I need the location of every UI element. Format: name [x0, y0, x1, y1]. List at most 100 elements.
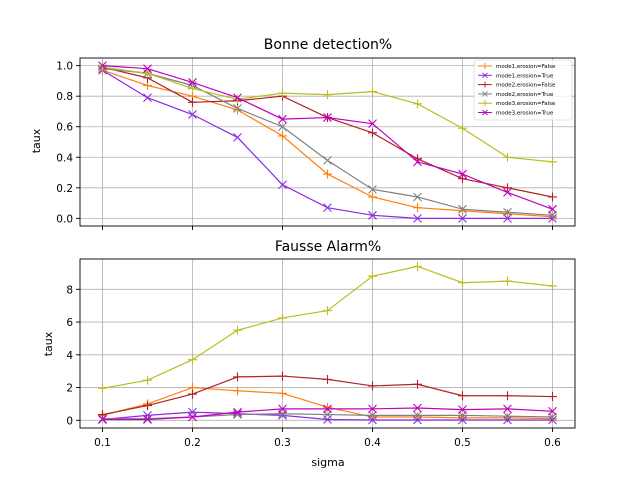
false-alarm-xtick-label-4: 0.5 [454, 437, 471, 449]
detection-point-mode2-erosion-false-10 [548, 192, 557, 202]
detection-point-mode3-erosion-false-4 [278, 88, 287, 98]
detection-point-mode3-erosion-true-1 [143, 64, 152, 74]
detection-point-mode1-erosion-false-1 [143, 80, 152, 90]
detection-point-mode3-erosion-false-7 [413, 99, 422, 109]
false-alarm-point-mode3-erosion-true-6 [368, 404, 377, 414]
detection-ytick-label-5: 1.0 [56, 61, 73, 73]
detection-point-mode3-erosion-false-6 [368, 87, 377, 97]
false-alarm-point-mode3-erosion-true-1 [143, 415, 152, 424]
false-alarm-point-mode2-erosion-false-0 [98, 410, 107, 420]
detection-point-mode3-erosion-true-8 [458, 169, 467, 179]
false-alarm-point-mode3-erosion-false-5 [323, 306, 332, 316]
false-alarm-point-mode2-erosion-false-4 [278, 371, 287, 381]
detection-point-mode2-erosion-true-7 [413, 192, 422, 202]
false-alarm-xtick-label-0: 0.1 [94, 437, 111, 449]
false-alarm-point-mode3-erosion-true-7 [413, 403, 422, 413]
false-alarm-point-mode2-erosion-false-6 [368, 381, 377, 391]
detection-point-mode2-erosion-false-8 [458, 174, 467, 184]
false-alarm-point-mode1-erosion-false-9 [503, 413, 512, 423]
detection-point-mode3-erosion-false-1 [143, 68, 152, 78]
detection-point-mode3-erosion-false-5 [323, 90, 332, 100]
detection-point-mode1-erosion-false-4 [278, 131, 287, 141]
detection-point-mode2-erosion-false-6 [368, 128, 377, 138]
false-alarm-point-mode3-erosion-true-10 [548, 406, 557, 416]
detection-point-mode1-erosion-false-10 [548, 212, 557, 222]
false-alarm-chart-title: Fausse Alarm% [275, 239, 381, 255]
detection-ytick-label-3: 0.6 [56, 122, 73, 134]
detection-ticks: 0.0 0.2 0.4 0.6 0.8 1.0 [56, 61, 553, 230]
detection-point-mode1-erosion-false-7 [413, 203, 422, 213]
detection-point-mode1-erosion-true-3 [233, 133, 242, 142]
false-alarm-xtick-label-5: 0.6 [544, 437, 561, 449]
false-alarm-point-mode2-erosion-true-6 [368, 411, 377, 420]
detection-ytick-label-0: 0.0 [56, 213, 73, 225]
detection-point-mode2-erosion-true-9 [503, 207, 512, 217]
detection-point-mode1-erosion-true-5 [323, 203, 332, 213]
false-alarm-point-mode2-erosion-true-7 [413, 411, 422, 420]
false-alarm-point-mode1-erosion-true-4 [278, 411, 287, 420]
detection-legend-label-4: mode3,erosion=False [496, 101, 556, 107]
false-alarm-xtick-label-2: 0.3 [274, 437, 291, 449]
false-alarm-point-mode3-erosion-false-9 [503, 276, 512, 286]
detection-legend-label-0: mode1,erosion=False [496, 64, 556, 70]
false-alarm-point-mode3-erosion-true-0 [98, 415, 107, 424]
detection-point-mode1-erosion-true-4 [278, 180, 287, 190]
false-alarm-point-mode3-erosion-true-3 [233, 407, 242, 417]
false-alarm-point-mode2-erosion-false-8 [458, 391, 467, 401]
false-alarm-point-mode2-erosion-false-7 [413, 379, 422, 389]
detection-series-mode3-erosion-false [98, 62, 557, 167]
detection-axes-frame [79, 57, 576, 227]
false-alarm-ytick-label-0: 0 [66, 415, 73, 427]
detection-point-mode3-erosion-true-5 [323, 113, 332, 122]
detection-series-mode1-erosion-true [98, 65, 557, 223]
detection-ytick-label-1: 0.2 [56, 183, 73, 195]
false-alarm-point-mode3-erosion-false-6 [368, 271, 377, 281]
detection-legend: mode1,erosion=False mode1,erosion=True mod… [473, 59, 573, 121]
false-alarm-point-mode2-erosion-false-1 [143, 401, 152, 411]
detection-legend-marker-4 [482, 100, 488, 107]
detection-legend-marker-0 [482, 63, 488, 69]
false-alarm-point-mode3-erosion-false-2 [188, 355, 197, 365]
detection-point-mode1-erosion-true-7 [413, 213, 422, 223]
detection-point-mode2-erosion-true-8 [458, 204, 467, 214]
detection-point-mode1-erosion-false-8 [458, 206, 467, 216]
false-alarm-point-mode3-erosion-false-10 [548, 281, 557, 291]
detection-legend-box [473, 59, 573, 121]
false-alarm-point-mode3-erosion-true-4 [278, 404, 287, 414]
detection-legend-label-2: mode2,erosion=False [496, 83, 556, 89]
detection-ytick-label-2: 0.4 [56, 152, 73, 164]
detection-point-mode3-erosion-true-3 [233, 93, 242, 103]
detection-point-mode3-erosion-false-8 [458, 123, 467, 133]
detection-point-mode3-erosion-true-7 [413, 157, 422, 167]
detection-point-mode3-erosion-false-2 [188, 84, 197, 94]
detection-point-mode3-erosion-false-10 [548, 157, 557, 167]
false-alarm-point-mode3-erosion-false-0 [98, 383, 107, 393]
false-alarm-point-mode3-erosion-true-2 [188, 412, 197, 422]
false-alarm-ticks: 0.1 0.2 0.3 0.4 0.5 0.6 0 2 4 6 8 [66, 284, 561, 449]
detection-legend-label-3: mode2,erosion=True [496, 92, 554, 98]
false-alarm-ytick-label-3: 6 [66, 317, 73, 329]
false-alarm-point-mode1-erosion-true-9 [503, 415, 512, 425]
detection-chart: Bonne detection% taux 0.0 0.2 0.4 0.6 0.8 1.0… [30, 37, 576, 230]
detection-legend-marker-2 [482, 81, 488, 88]
detection-point-mode2-erosion-true-4 [278, 122, 287, 132]
detection-point-mode2-erosion-true-5 [323, 155, 332, 165]
detection-legend-label-5: mode3,erosion=True [496, 111, 554, 117]
false-alarm-point-mode2-erosion-true-1 [143, 414, 152, 424]
detection-point-mode1-erosion-true-1 [143, 93, 152, 103]
false-alarm-ytick-label-4: 8 [66, 284, 73, 296]
false-alarm-point-mode3-erosion-true-5 [323, 404, 332, 414]
false-alarm-point-mode3-erosion-true-8 [458, 405, 467, 415]
detection-legend-marker-3 [482, 91, 488, 97]
false-alarm-point-mode1-erosion-false-4 [278, 388, 287, 398]
false-alarm-point-mode3-erosion-false-8 [458, 278, 467, 288]
detection-point-mode3-erosion-false-0 [98, 62, 107, 72]
detection-point-mode1-erosion-false-9 [503, 209, 512, 219]
false-alarm-point-mode1-erosion-false-5 [323, 402, 332, 412]
false-alarm-point-mode2-erosion-true-0 [98, 414, 107, 424]
false-alarm-point-mode2-erosion-false-10 [548, 392, 557, 402]
false-alarm-point-mode2-erosion-false-9 [503, 391, 512, 401]
false-alarm-xtick-label-3: 0.4 [364, 437, 381, 449]
false-alarm-series-mode3-erosion-true [98, 403, 557, 424]
detection-point-mode3-erosion-false-9 [503, 152, 512, 162]
